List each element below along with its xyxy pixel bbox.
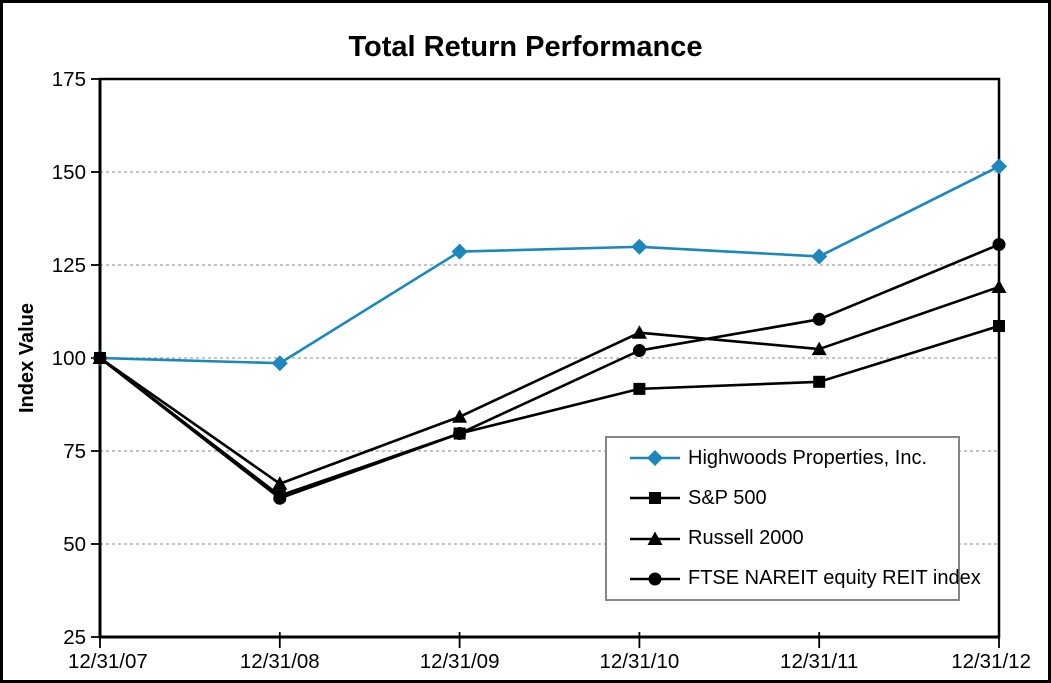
data-point-triangle bbox=[631, 325, 647, 339]
legend-entry-highwoods: Highwoods Properties, Inc. bbox=[607, 438, 958, 478]
circle-marker-icon bbox=[630, 572, 680, 586]
y-tick-label: 100 bbox=[52, 347, 86, 370]
data-point-triangle bbox=[991, 279, 1007, 293]
legend-entry-russell2000: Russell 2000 bbox=[607, 519, 958, 559]
data-point-circle bbox=[273, 491, 287, 505]
x-tick-label: 12/31/10 bbox=[599, 650, 679, 673]
y-tick-label: 25 bbox=[63, 626, 86, 649]
data-point-diamond bbox=[271, 355, 288, 372]
series-line-1 bbox=[99, 324, 1000, 497]
x-tick-label: 12/31/08 bbox=[240, 650, 320, 673]
legend-box: Highwoods Properties, Inc. S&P 500 Russe… bbox=[605, 436, 981, 601]
data-point-triangle bbox=[811, 341, 827, 356]
data-point-diamond bbox=[631, 238, 648, 255]
data-point-circle bbox=[812, 312, 826, 326]
legend-label: FTSE NAREIT equity REIT index bbox=[688, 567, 981, 590]
y-tick-label: 125 bbox=[52, 254, 86, 277]
data-point-circle bbox=[93, 351, 107, 365]
legend-label: S&P 500 bbox=[688, 486, 767, 509]
data-point-circle bbox=[632, 344, 646, 358]
x-tick-label: 12/31/11 bbox=[780, 650, 858, 673]
legend-entry-ftse-nareit: FTSE NAREIT equity REIT index bbox=[607, 559, 981, 599]
data-point-square bbox=[813, 375, 826, 388]
triangle-marker-icon bbox=[630, 531, 680, 545]
x-tick-label: 12/31/07 bbox=[68, 650, 148, 673]
legend-entry-sp500: S&P 500 bbox=[607, 478, 958, 518]
data-point-triangle bbox=[272, 476, 288, 490]
y-tick-label: 75 bbox=[63, 440, 86, 463]
data-point-diamond bbox=[991, 158, 1007, 175]
x-tick-label: 12/31/09 bbox=[420, 650, 500, 673]
data-point-square bbox=[633, 382, 646, 395]
y-tick-label: 50 bbox=[63, 533, 86, 556]
data-point-square bbox=[993, 320, 1005, 333]
y-tick-label: 150 bbox=[52, 161, 86, 184]
y-axis-title: Index Value bbox=[16, 303, 38, 413]
series-line-2 bbox=[99, 285, 1000, 486]
data-point-diamond bbox=[811, 248, 828, 265]
legend-label: Russell 2000 bbox=[688, 527, 804, 550]
data-point-circle bbox=[453, 427, 467, 441]
legend-label: Highwoods Properties, Inc. bbox=[688, 446, 928, 469]
y-tick-label: 175 bbox=[52, 68, 86, 91]
chart-title: Total Return Performance bbox=[348, 31, 703, 63]
diamond-marker-icon bbox=[630, 450, 680, 467]
x-tick-label: 12/31/12 bbox=[951, 650, 1031, 673]
data-point-circle bbox=[992, 238, 1006, 252]
square-marker-icon bbox=[630, 492, 680, 505]
data-point-triangle bbox=[452, 409, 468, 423]
series-line-0 bbox=[99, 165, 1000, 365]
series-line-3 bbox=[99, 243, 1000, 500]
plot-area: 25 50 75 100 125 150 175 12/31/07 12/31/08 12/31/… bbox=[16, 68, 1031, 673]
data-point-diamond bbox=[451, 243, 468, 260]
